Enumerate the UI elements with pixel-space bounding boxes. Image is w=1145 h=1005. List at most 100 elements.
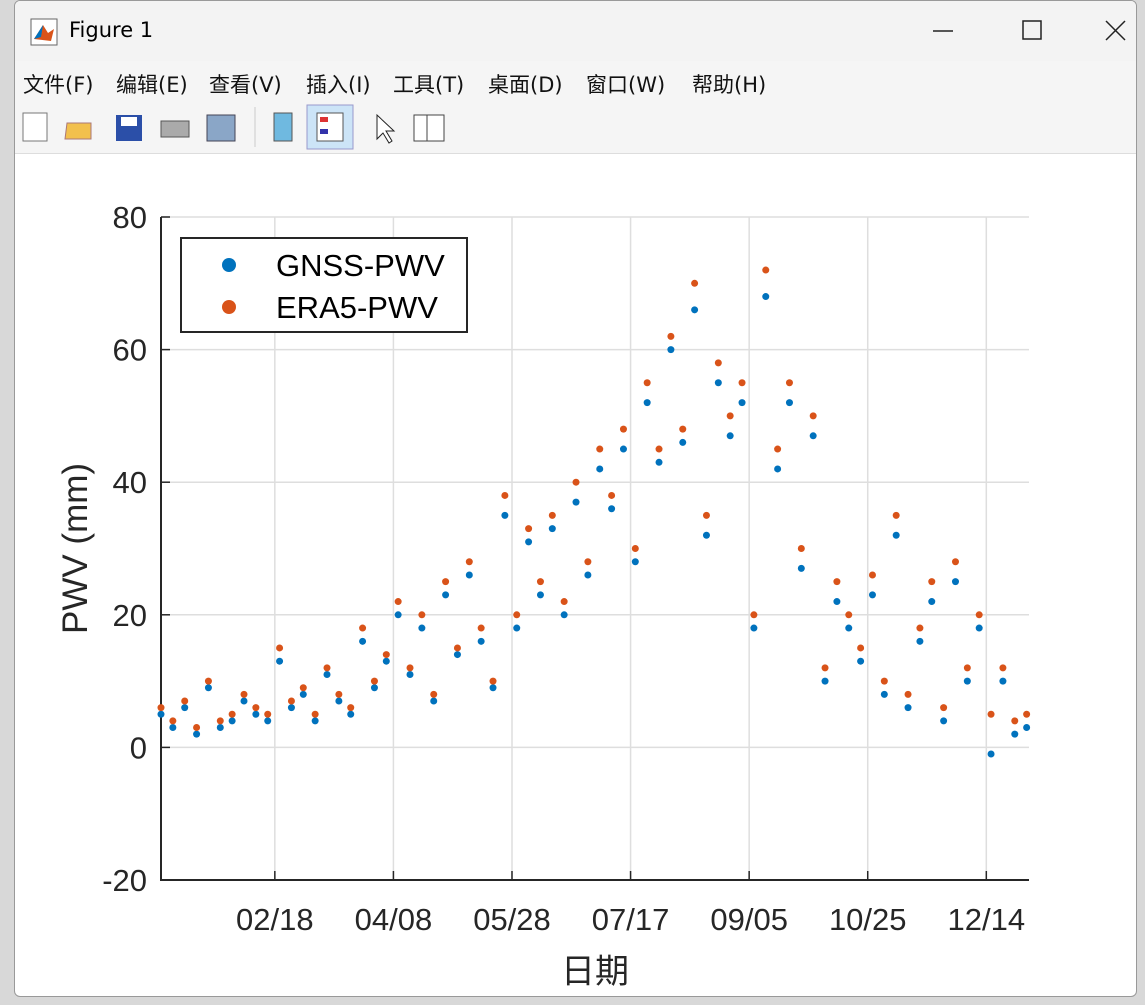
data-point (299, 684, 307, 692)
data-point (359, 637, 367, 645)
menu-item[interactable]: 桌面(D) (488, 73, 563, 97)
data-point (868, 591, 876, 599)
x-tick-label: 07/17 (592, 902, 670, 937)
data-point (762, 266, 770, 274)
data-point (1011, 730, 1019, 738)
data-point (928, 578, 936, 586)
data-point (702, 511, 710, 519)
data-point (1023, 710, 1031, 718)
data-point (1023, 724, 1031, 732)
data-point (287, 697, 295, 705)
data-point (726, 432, 734, 440)
data-point (572, 498, 580, 506)
data-point (489, 677, 497, 685)
data-point (513, 624, 521, 632)
legend-label: ERA5-PWV (276, 290, 438, 325)
figure-window: Figure 1 文件(F) 编辑(E) 查看(V) 插入(I) 工具(T) 桌面(D) 窗… (14, 0, 1137, 997)
data-point (216, 724, 224, 732)
data-point (975, 611, 983, 619)
data-point (845, 624, 853, 632)
data-point (501, 491, 509, 499)
data-point (323, 670, 331, 678)
menu-item[interactable]: 编辑(E) (116, 73, 188, 97)
data-point (335, 690, 343, 698)
data-point (394, 598, 402, 606)
data-point (762, 293, 770, 301)
data-point (193, 730, 201, 738)
data-point (667, 346, 675, 354)
data-point (667, 332, 675, 340)
data-point (679, 438, 687, 446)
data-point (785, 399, 793, 407)
menu-item[interactable]: 查看(V) (209, 73, 282, 97)
data-point (252, 704, 260, 712)
data-point (880, 677, 888, 685)
data-point (892, 511, 900, 519)
data-point (987, 750, 995, 758)
data-point (833, 578, 841, 586)
menu-item[interactable]: 窗口(W) (586, 73, 666, 97)
data-point (548, 511, 556, 519)
data-point (619, 425, 627, 433)
data-point (738, 379, 746, 387)
data-point (643, 379, 651, 387)
data-point (252, 710, 260, 718)
title-bar: Figure 1 (15, 1, 1136, 61)
data-point (714, 359, 722, 367)
toolbar-icons[interactable] (15, 101, 475, 153)
menu-item[interactable]: 工具(T) (393, 73, 465, 97)
data-point (596, 465, 604, 473)
data-point (548, 525, 556, 533)
data-point (940, 717, 948, 725)
data-point (430, 697, 438, 705)
data-point (418, 611, 426, 619)
data-point (181, 704, 189, 712)
data-point (157, 704, 165, 712)
data-point (619, 445, 627, 453)
data-point (999, 677, 1007, 685)
data-point (774, 465, 782, 473)
data-point (916, 624, 924, 632)
menu-bar: 文件(F) 编辑(E) 查看(V) 插入(I) 工具(T) 桌面(D) 窗口(W) 帮助(H) (15, 61, 1136, 101)
data-point (691, 306, 699, 314)
data-point (857, 644, 865, 652)
data-point (608, 505, 616, 513)
menu-item[interactable]: 文件(F) (23, 73, 94, 97)
data-point (311, 717, 319, 725)
data-point (809, 412, 817, 420)
data-point (679, 425, 687, 433)
data-point (797, 545, 805, 552)
data-point (655, 445, 663, 453)
data-point (785, 379, 793, 387)
data-point (857, 657, 865, 665)
data-point (797, 564, 805, 572)
window-title: Figure 1 (69, 18, 154, 42)
data-point (370, 684, 378, 692)
data-point (845, 611, 853, 619)
menu-item[interactable]: 帮助(H) (692, 73, 767, 97)
y-tick-label: 20 (113, 598, 147, 633)
legend-marker (222, 300, 236, 314)
data-point (169, 724, 177, 732)
data-point (560, 598, 568, 606)
data-point (525, 525, 533, 533)
data-point (904, 704, 912, 712)
menu-item[interactable]: 插入(I) (306, 73, 371, 97)
data-point (228, 717, 236, 725)
x-tick-label: 02/18 (236, 902, 314, 937)
data-point (370, 677, 378, 685)
data-point (513, 611, 521, 619)
data-point (359, 624, 367, 632)
window-controls[interactable] (876, 1, 1136, 61)
legend-box (180, 237, 468, 333)
data-point (750, 611, 758, 619)
data-point (774, 445, 782, 453)
data-point (442, 591, 450, 599)
data-point (264, 710, 272, 718)
data-point (430, 690, 438, 698)
data-point (999, 664, 1007, 672)
data-point (821, 664, 829, 672)
data-point (584, 571, 592, 579)
data-point (323, 664, 331, 672)
data-point (631, 545, 639, 552)
